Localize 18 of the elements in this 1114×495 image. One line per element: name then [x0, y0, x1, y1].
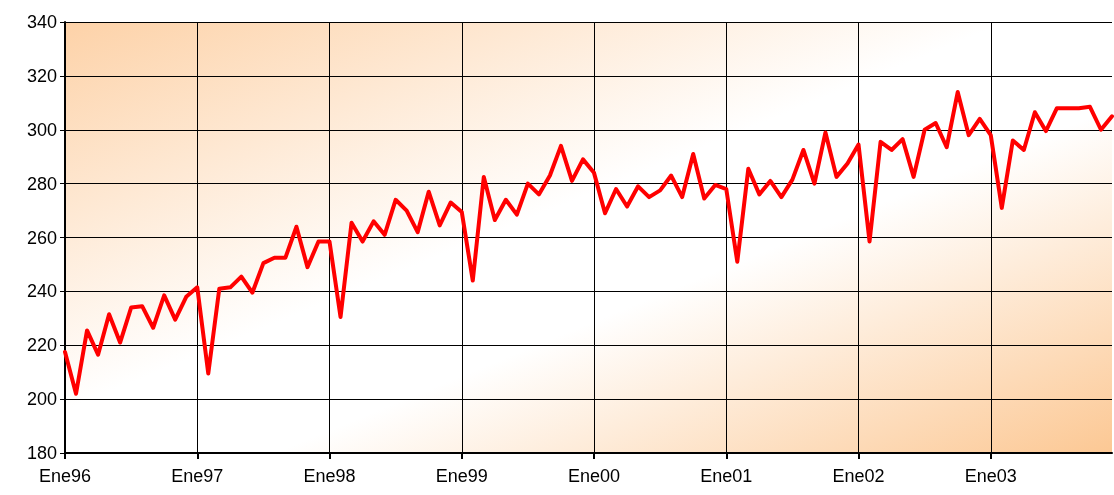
x-tick-label: Ene01	[700, 466, 753, 486]
x-tick-label: Ene98	[303, 466, 356, 486]
x-tick-label: Ene96	[38, 466, 92, 486]
y-tick-label: 260	[26, 227, 57, 248]
y-tick-label: 300	[26, 119, 57, 140]
line-series	[63, 90, 1114, 396]
x-tick-label: Ene97	[171, 466, 224, 486]
x-tick-label: Ene03	[964, 466, 1017, 486]
y-tick-label: 240	[26, 281, 57, 302]
y-tick-label: 280	[26, 173, 57, 194]
y-tick-label: 180	[26, 443, 57, 463]
y-tick-label: 220	[26, 335, 57, 356]
x-tick-label: Ene02	[832, 466, 885, 486]
x-tick-label: Ene00	[567, 466, 621, 486]
y-tick-label: 320	[26, 65, 57, 86]
y-tick-label: 340	[26, 12, 57, 32]
x-tick-label: Ene99	[435, 466, 488, 486]
y-tick-label: 200	[26, 389, 57, 410]
